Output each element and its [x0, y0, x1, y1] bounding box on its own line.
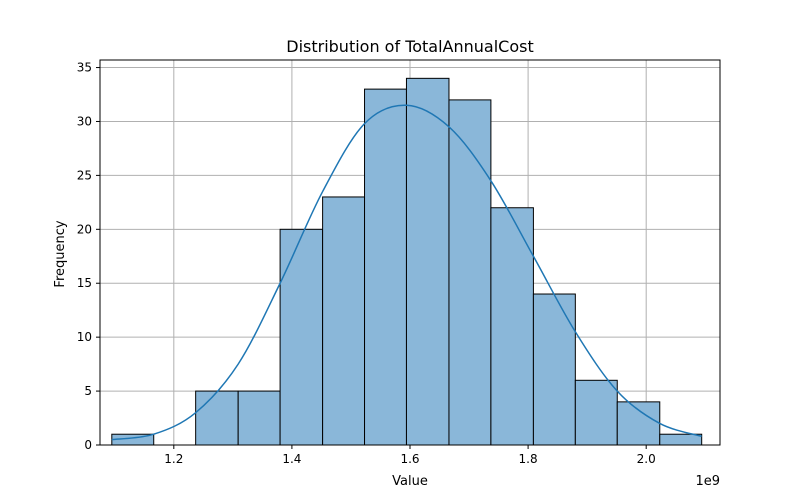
y-tick-label: 25 — [77, 168, 92, 182]
y-axis-label: Frequency — [53, 220, 68, 287]
x-tick-label: 1.2 — [164, 452, 183, 466]
chart-title: Distribution of TotalAnnualCost — [286, 37, 534, 56]
y-tick-label: 10 — [77, 330, 92, 344]
histogram-bar — [574, 379, 618, 446]
histogram-bar — [364, 88, 407, 446]
histogram-bar — [616, 401, 661, 446]
histogram-bar — [405, 77, 450, 446]
y-axis-ticks: 0 5 10 15 20 25 30 35 — [77, 61, 100, 452]
histogram-bar — [237, 390, 281, 446]
x-axis-ticks: 1.2 1.4 1.6 1.8 2.0 — [164, 445, 656, 466]
kde-curve — [111, 104, 702, 441]
y-tick-label: 15 — [77, 276, 92, 290]
y-tick-label: 0 — [84, 438, 92, 452]
y-tick-label: 35 — [77, 61, 92, 75]
histogram-bar — [490, 207, 534, 446]
x-tick-label: 2.0 — [637, 452, 656, 466]
histogram-bar — [279, 228, 324, 446]
histogram-bar — [532, 293, 576, 446]
histogram-bar — [659, 433, 703, 446]
x-tick-label: 1.4 — [282, 452, 301, 466]
histogram-bar — [448, 99, 492, 446]
histogram-bars — [111, 77, 703, 446]
x-axis-offset-label: 1e9 — [695, 474, 720, 489]
y-tick-label: 5 — [84, 384, 92, 398]
x-tick-label: 1.8 — [519, 452, 538, 466]
histogram-bar — [195, 390, 239, 446]
y-tick-label: 20 — [77, 222, 92, 236]
x-axis-label: Value — [392, 474, 428, 489]
y-tick-label: 30 — [77, 114, 92, 128]
x-tick-label: 1.6 — [400, 452, 419, 466]
histogram-bar — [322, 196, 366, 446]
